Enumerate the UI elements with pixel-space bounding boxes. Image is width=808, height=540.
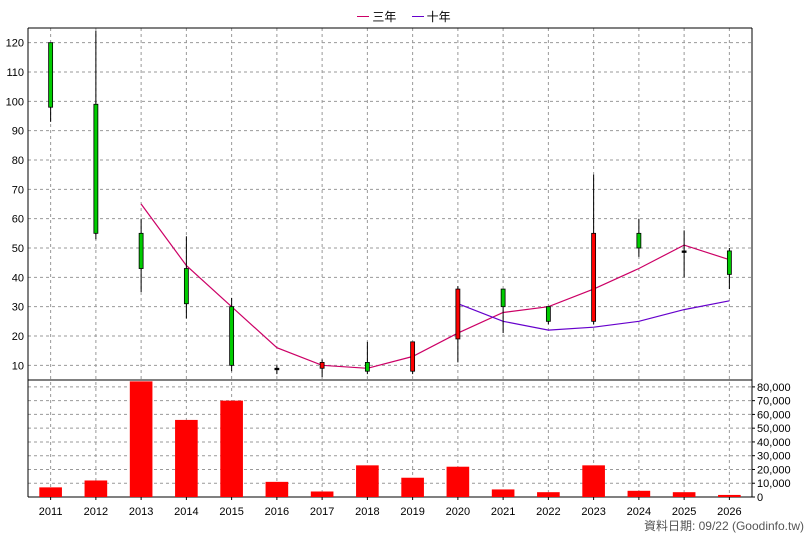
x-tick-label: 2021 [491,506,515,518]
price-y-tick-label: 80 [12,155,24,167]
volume-bar [718,494,741,497]
price-plot-area [28,28,752,380]
candle-body [138,232,144,269]
three-year-line [140,203,730,369]
x-tick-label: 2020 [446,506,470,518]
volume-y-tick-label: 50,000 [757,423,791,435]
volume-y-tick-label: 60,000 [757,409,791,421]
x-tick-label: 2026 [717,506,741,518]
candle-body [183,268,189,305]
candle-body [726,250,732,275]
x-tick-label: 2013 [129,506,153,518]
price-y-tick-label: 70 [12,184,24,196]
x-tick-label: 2011 [39,506,63,518]
volume-bar [537,492,560,497]
candle-body [48,42,54,108]
chart-legend: 三年 十年 [0,6,808,25]
volume-bar [129,381,153,497]
volume-y-tick-label: 0 [757,492,763,504]
legend-label-ten-year: 十年 [426,10,451,24]
candle-body [591,232,597,322]
candle-body [636,232,642,249]
candle-body [319,361,325,369]
volume-bar [175,419,198,497]
volume-bar [39,487,62,497]
x-tick-label: 2015 [219,506,243,518]
price-y-tick-label: 30 [12,302,24,314]
price-y-tick-label: 50 [12,243,24,255]
volume-bar [220,400,243,497]
volume-bar [356,465,379,497]
legend-swatch-ten-year [411,16,424,17]
x-tick-label: 2025 [672,506,696,518]
price-y-tick-label: 120 [6,38,24,50]
price-y-tick-label: 90 [12,126,24,138]
x-tick-label: 2014 [174,506,198,518]
volume-bar [446,466,470,497]
legend-swatch-three-year [357,16,370,17]
volume-y-tick-label: 30,000 [757,451,791,463]
candle-body [229,306,235,366]
volume-y-tick-label: 70,000 [757,396,791,408]
candle-body [455,288,461,340]
volume-y-tick-label: 20,000 [757,464,791,476]
legend-label-three-year: 三年 [372,10,397,24]
legend-item-three-year: 三年 [357,8,396,25]
x-tick-label: 2017 [310,506,334,518]
x-tick-label: 2019 [400,506,424,518]
x-tick-label: 2023 [581,506,605,518]
price-y-tick-label: 40 [12,272,24,284]
volume-bar [491,489,515,497]
x-tick-label: 2018 [355,506,379,518]
x-tick-label: 2022 [536,506,560,518]
price-y-tick-label: 20 [12,331,24,343]
legend-item-ten-year: 十年 [411,8,451,25]
x-tick-label: 2012 [84,506,108,518]
price-y-tick-label: 110 [6,67,24,79]
x-tick-label: 2016 [265,506,289,518]
candle-body [545,306,551,322]
data-date-credit: 資料日期: 09/22 (Goodinfo.tw) [643,519,804,533]
candle-body [93,103,99,234]
candle-body [364,361,370,372]
candle-body [410,341,416,372]
volume-y-tick-label: 80,000 [757,382,791,394]
volume-bar [310,491,334,497]
volume-bar [265,481,289,497]
price-y-tick-label: 100 [6,96,24,108]
price-y-tick-label: 60 [12,214,24,226]
volume-y-tick-label: 10,000 [757,478,791,490]
candle-body [500,288,506,308]
volume-bar [672,492,696,497]
volume-bar [627,490,651,497]
price-y-tick-label: 10 [12,360,24,372]
x-tick-label: 2024 [627,506,651,518]
volume-bar [582,465,605,497]
candle-body [274,367,280,371]
volume-y-tick-label: 40,000 [757,437,791,449]
volume-bar [401,477,424,497]
volume-bar [84,480,108,497]
candle-body [681,250,687,253]
